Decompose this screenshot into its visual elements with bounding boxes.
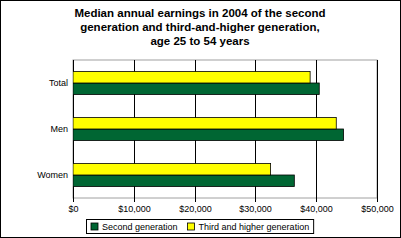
legend-swatch bbox=[188, 223, 195, 230]
tick-label: $40,000 bbox=[300, 204, 333, 214]
legend: Second generation Third and higher genera… bbox=[87, 220, 314, 234]
bar bbox=[73, 83, 319, 95]
outer-frame bbox=[1, 1, 401, 238]
legend-swatch bbox=[91, 223, 98, 230]
chart: Median annual earnings in 2004 of the se… bbox=[0, 0, 401, 238]
tick-label: $20,000 bbox=[179, 204, 212, 214]
tick bbox=[73, 198, 74, 202]
bars bbox=[73, 72, 344, 187]
title: Median annual earnings in 2004 of the se… bbox=[74, 7, 325, 19]
category-label: Men bbox=[50, 124, 68, 134]
title: age 25 to 54 years bbox=[150, 35, 249, 47]
category-label: Total bbox=[49, 78, 68, 88]
bar bbox=[73, 72, 310, 84]
grid-line bbox=[377, 60, 378, 198]
tick bbox=[134, 198, 135, 202]
category-label: Women bbox=[37, 170, 68, 180]
tick-label: $10,000 bbox=[118, 204, 151, 214]
legend-box bbox=[87, 220, 314, 234]
tick bbox=[195, 198, 196, 202]
bar bbox=[73, 118, 336, 130]
tick bbox=[377, 198, 378, 202]
tick bbox=[255, 198, 256, 202]
tick bbox=[316, 198, 317, 202]
tick-label: $50,000 bbox=[361, 204, 394, 214]
bar bbox=[73, 164, 271, 176]
title: generation and third-and-higher generati… bbox=[80, 21, 320, 33]
tick-label: $30,000 bbox=[239, 204, 272, 214]
legend-label: Second generation bbox=[102, 222, 178, 232]
bar bbox=[73, 175, 294, 187]
tick-label: $0 bbox=[68, 204, 78, 214]
plot-frame bbox=[73, 60, 377, 198]
legend-label: Third and higher generation bbox=[199, 222, 310, 232]
bar bbox=[73, 129, 344, 141]
